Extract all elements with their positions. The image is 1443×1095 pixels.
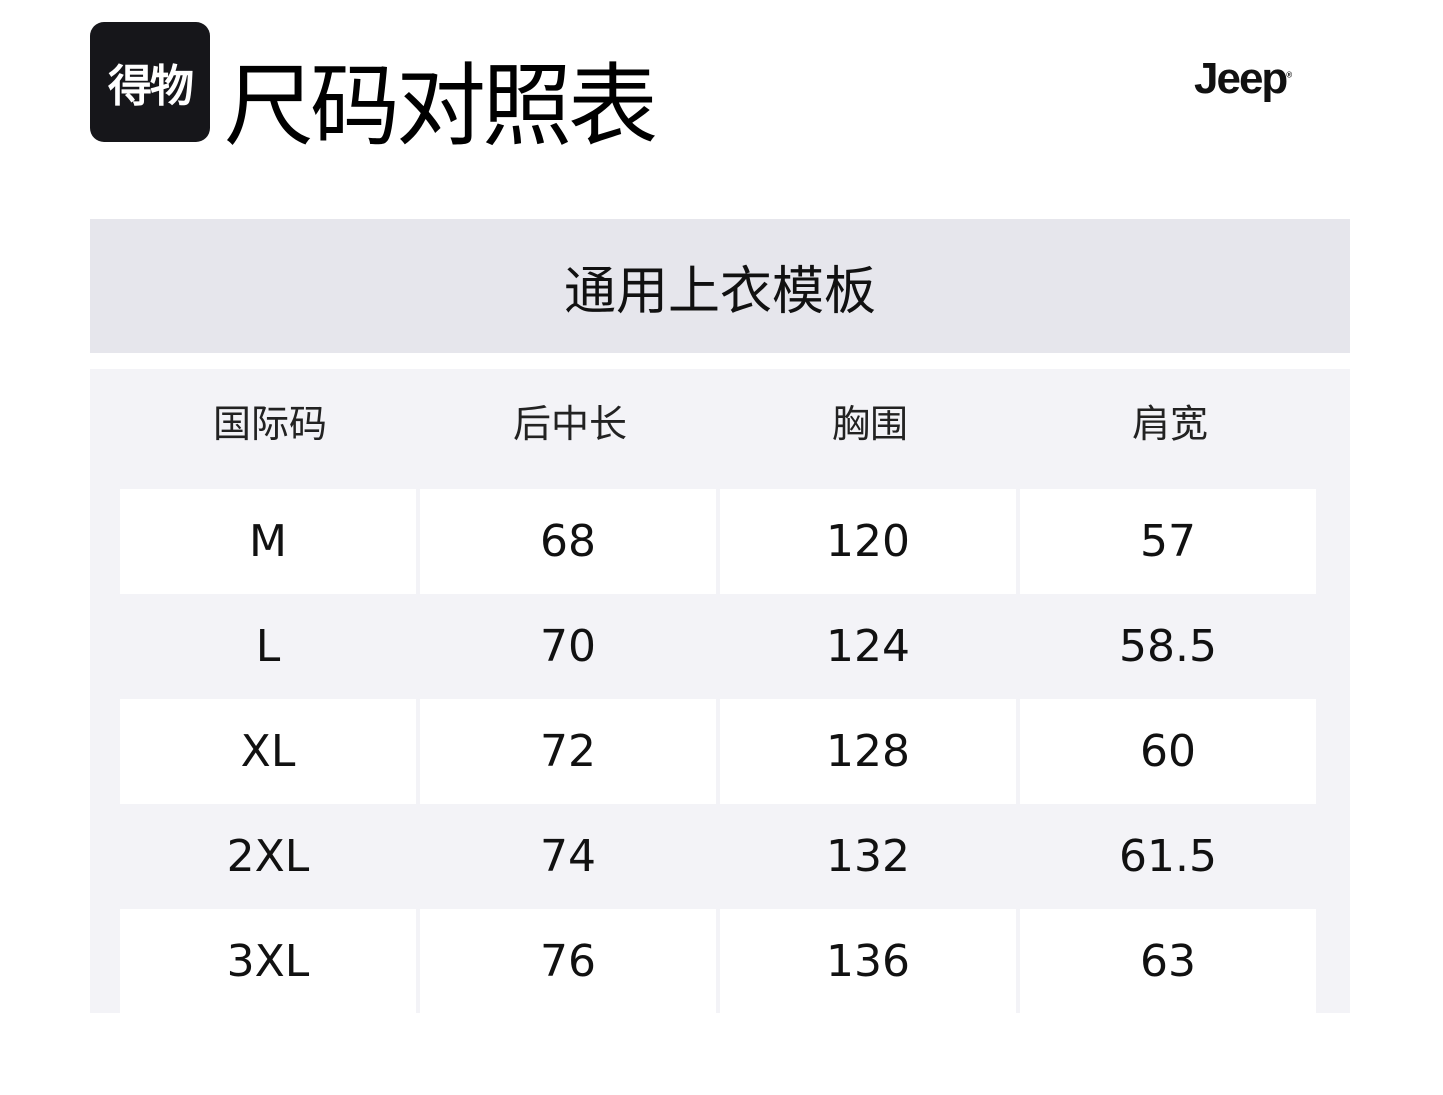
brand-logo: Jeep® [1194, 54, 1292, 103]
table-cell: 74 [540, 831, 596, 882]
column-header: 后中长 [512, 402, 627, 446]
column-header: 胸围 [831, 402, 908, 446]
logo-text: 得物 [108, 61, 194, 112]
table-header: 国际码 后中长 胸围 肩宽 [120, 369, 1320, 489]
size-table: 国际码 后中长 胸围 肩宽 M 68 120 57 L 70 124 58.5 XL 72 128 6… [90, 369, 1350, 1014]
dewu-logo: 得物 [90, 22, 210, 142]
table-cell: 120 [720, 489, 1016, 594]
table-cell: 3XL [120, 909, 416, 1014]
table-cell: 132 [826, 831, 910, 882]
table-cell: 76 [420, 909, 716, 1014]
table-cell: 61.5 [1119, 831, 1217, 882]
brand-text: Jeep [1194, 54, 1288, 103]
table-cell: M [120, 489, 416, 594]
template-title: 通用上衣模板 [90, 219, 1350, 353]
table-cell: 124 [826, 621, 910, 672]
column-header: 肩宽 [1131, 402, 1208, 446]
table-row: 3XL 76 136 63 [120, 909, 1320, 1014]
table-cell: 72 [420, 699, 716, 804]
table-cell: XL [120, 699, 416, 804]
table-cell: 70 [540, 621, 596, 672]
page-title: 尺码对照表 [224, 54, 658, 159]
column-header: 国际码 [212, 402, 327, 446]
table-cell: 128 [720, 699, 1016, 804]
table-cell: L [255, 621, 281, 672]
table-cell: 136 [720, 909, 1016, 1014]
table-row: L 70 124 58.5 [120, 594, 1320, 699]
table-cell: 58.5 [1119, 621, 1217, 672]
table-row: XL 72 128 60 [120, 699, 1320, 804]
table-cell: 57 [1020, 489, 1316, 594]
table-row: 2XL 74 132 61.5 [120, 804, 1320, 909]
table-cell: 68 [420, 489, 716, 594]
table-row: M 68 120 57 [120, 489, 1320, 594]
table-cell: 60 [1020, 699, 1316, 804]
table-cell: 63 [1020, 909, 1316, 1014]
table-cell: 2XL [226, 831, 310, 882]
